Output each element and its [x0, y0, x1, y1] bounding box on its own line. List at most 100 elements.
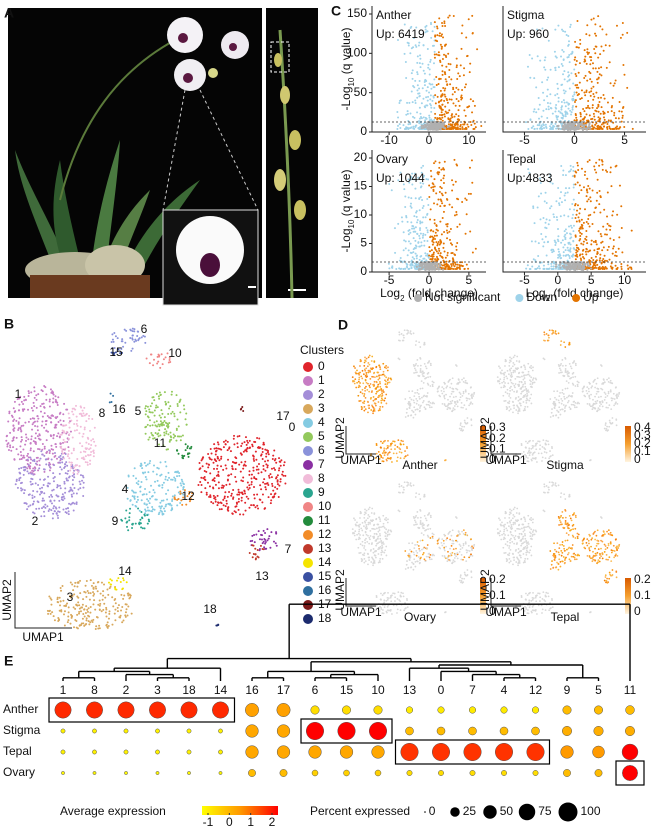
cell — [163, 507, 166, 510]
point — [557, 186, 560, 189]
point — [596, 125, 599, 128]
point — [426, 86, 429, 89]
point — [607, 111, 610, 114]
point — [410, 72, 413, 75]
point — [418, 62, 421, 65]
cell — [43, 454, 46, 457]
cell — [71, 436, 74, 439]
point — [428, 73, 431, 76]
point — [443, 71, 446, 74]
point — [577, 246, 580, 249]
cell — [214, 459, 217, 462]
cell — [220, 457, 223, 460]
point — [620, 227, 623, 230]
cell — [274, 492, 277, 495]
point — [416, 71, 419, 74]
point — [426, 104, 429, 107]
cell — [69, 581, 72, 584]
point — [396, 127, 399, 130]
point — [562, 50, 565, 53]
cell — [144, 413, 147, 416]
cell — [76, 470, 79, 473]
point — [526, 65, 529, 68]
cell — [81, 409, 84, 412]
cell — [70, 493, 73, 496]
cell — [266, 539, 269, 542]
point — [585, 127, 588, 130]
cell — [79, 483, 82, 486]
point — [574, 254, 577, 257]
cell — [120, 609, 123, 612]
point — [526, 264, 529, 267]
point — [423, 72, 426, 75]
point — [621, 114, 624, 117]
point — [422, 232, 425, 235]
cell — [57, 617, 60, 620]
cell — [29, 504, 32, 507]
point — [454, 267, 457, 270]
cell — [111, 338, 114, 341]
cell — [64, 605, 67, 608]
cell — [48, 452, 51, 455]
cell — [210, 501, 213, 504]
cell — [146, 522, 149, 525]
cell — [157, 432, 160, 435]
cell — [172, 436, 175, 439]
point — [413, 266, 416, 269]
point — [557, 240, 560, 243]
cell — [146, 506, 149, 509]
cell — [471, 393, 473, 396]
cell — [450, 382, 453, 385]
cell — [42, 505, 45, 508]
cell — [100, 610, 103, 613]
cell — [257, 468, 260, 471]
point — [421, 221, 424, 224]
point — [423, 125, 427, 128]
point — [592, 67, 595, 70]
point — [431, 99, 434, 102]
point — [593, 211, 596, 214]
cell — [45, 463, 48, 466]
cell — [443, 397, 446, 400]
cell — [71, 614, 74, 617]
point — [432, 255, 435, 258]
point — [580, 167, 583, 170]
point — [531, 57, 534, 60]
cell — [260, 538, 263, 541]
cell — [7, 442, 10, 445]
point — [426, 229, 429, 232]
cell — [170, 504, 173, 507]
point — [599, 233, 602, 236]
point — [424, 267, 427, 271]
cell — [92, 591, 95, 594]
point — [460, 264, 463, 267]
point — [610, 110, 613, 113]
point — [576, 209, 579, 212]
cell — [50, 435, 53, 438]
point — [438, 166, 441, 169]
cell — [85, 619, 88, 622]
cell — [76, 595, 79, 598]
point — [547, 108, 550, 111]
point — [431, 253, 434, 256]
cell — [128, 519, 131, 522]
cell — [36, 490, 39, 493]
cell — [141, 527, 144, 530]
point — [443, 264, 446, 267]
cell — [168, 407, 171, 410]
legend-swatch — [303, 572, 313, 582]
point — [432, 238, 435, 241]
point — [397, 116, 400, 119]
point — [577, 216, 580, 219]
point — [590, 80, 593, 83]
point — [430, 36, 433, 39]
cell — [76, 585, 79, 588]
cell — [15, 419, 18, 422]
point — [598, 73, 601, 76]
cell — [220, 508, 223, 511]
cell — [380, 374, 382, 377]
cell — [59, 459, 62, 462]
point — [438, 249, 441, 252]
cell — [34, 482, 37, 485]
point — [546, 78, 549, 81]
